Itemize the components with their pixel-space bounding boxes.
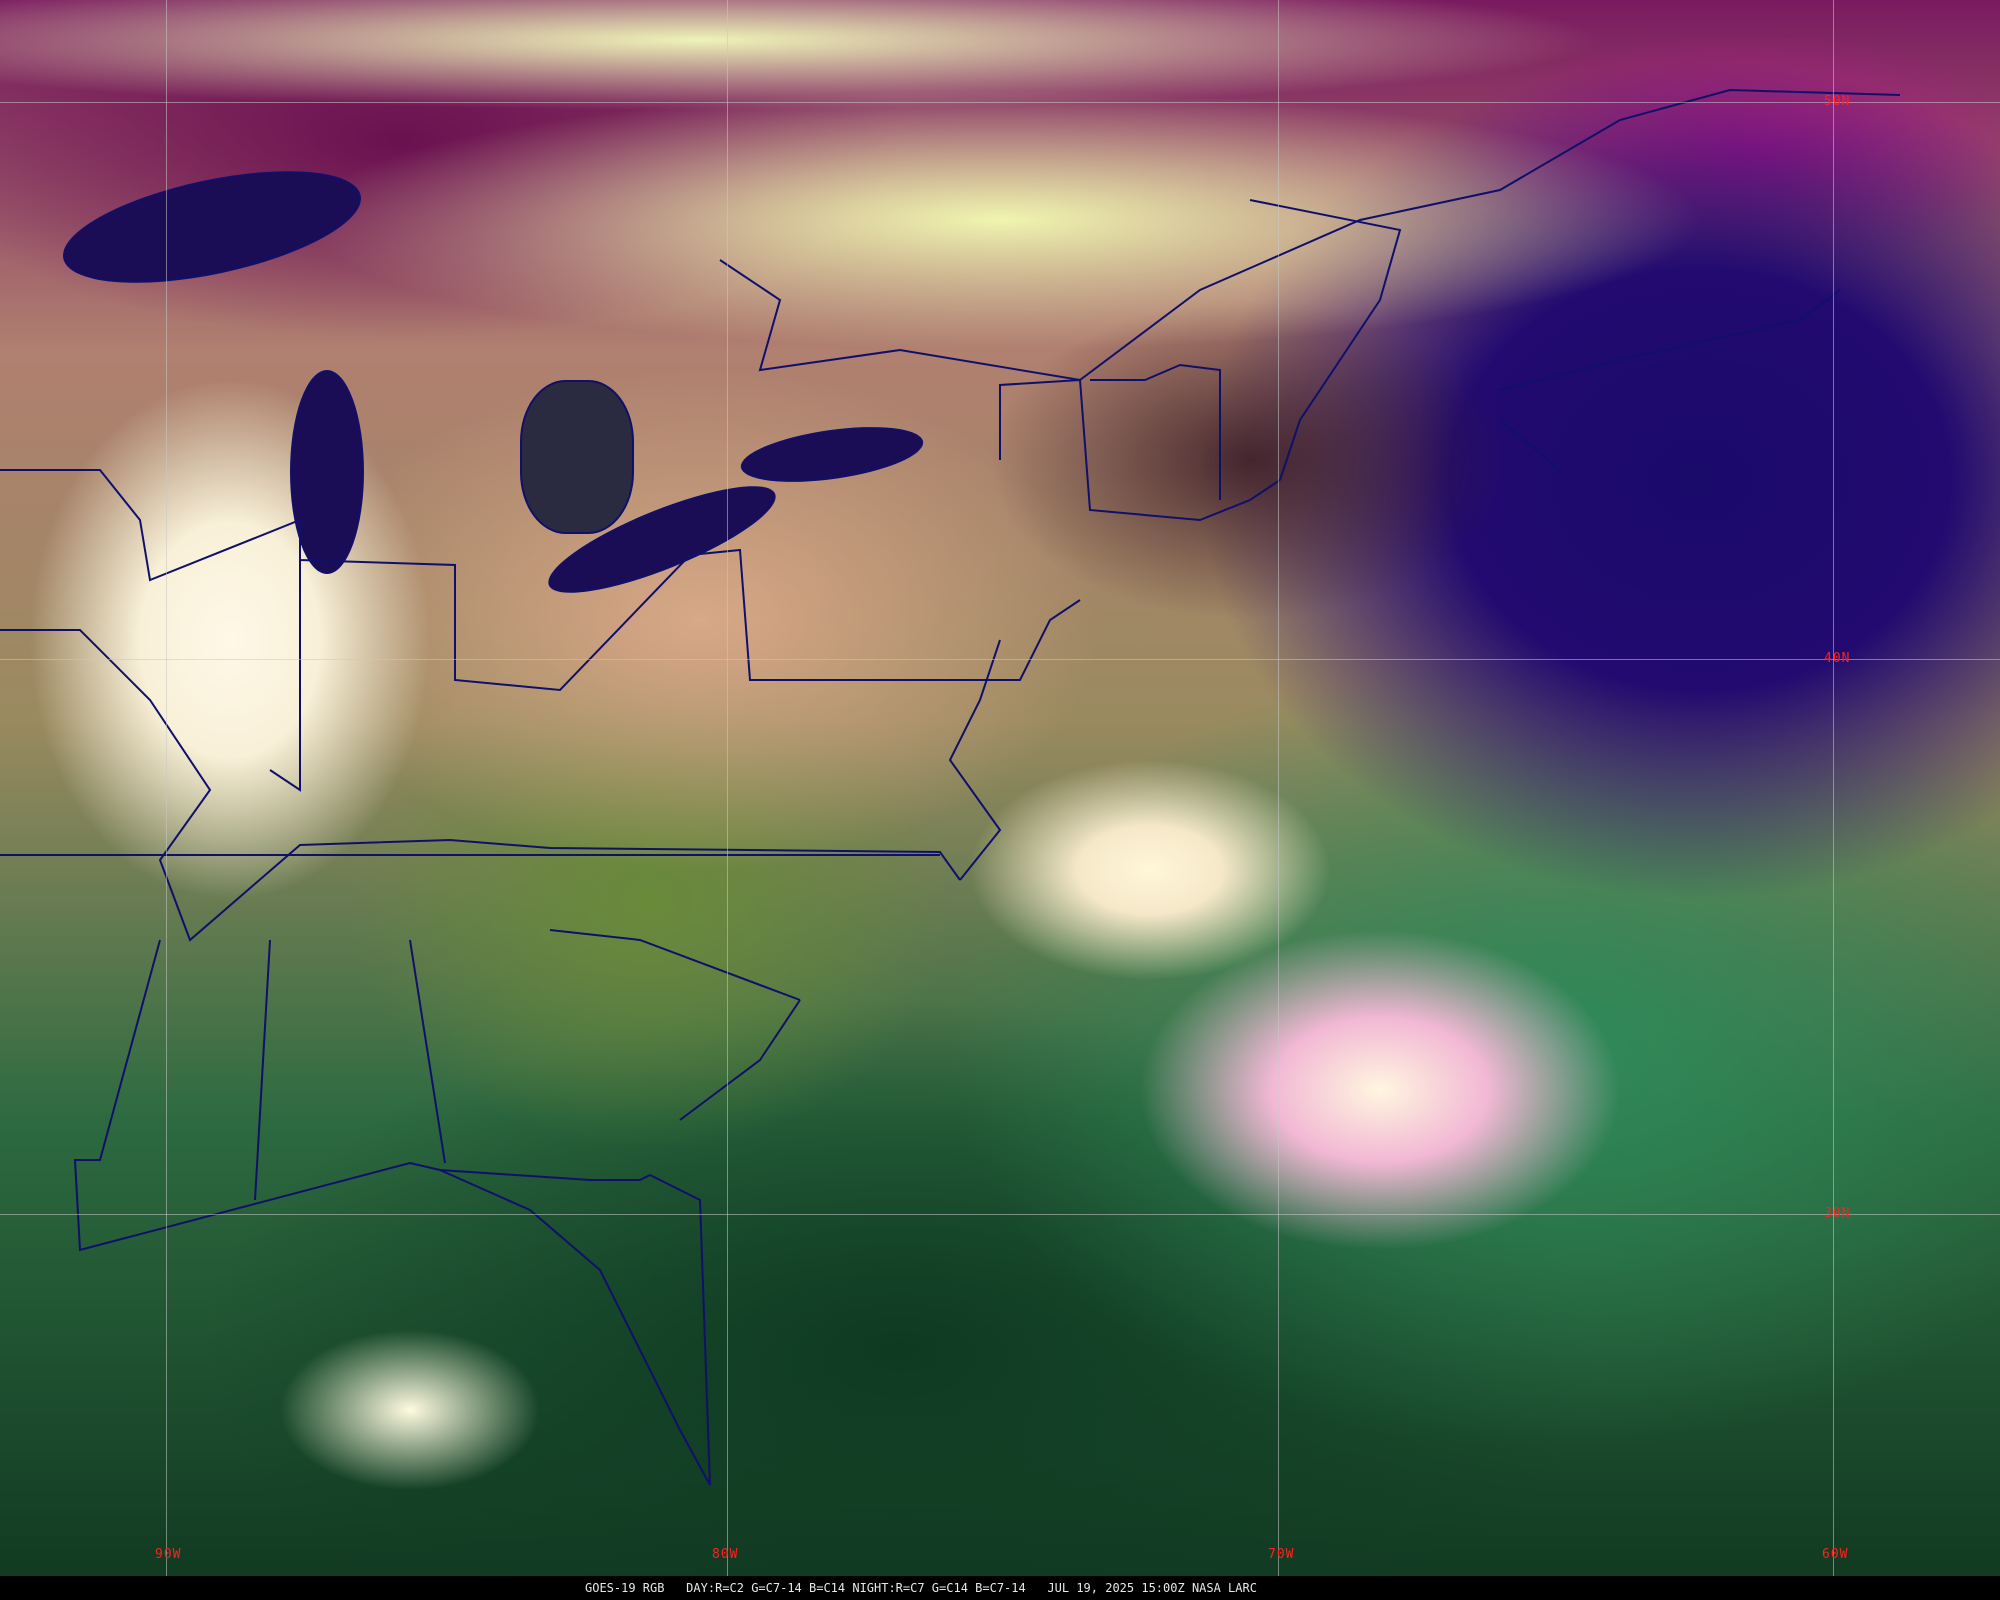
longitude-label: 60W [1822, 1547, 1849, 1562]
longitude-line-80w [727, 0, 728, 1576]
latitude-label: 50N [1824, 94, 1851, 109]
caption-datetime: JUL 19, 2025 15:00Z [1047, 1581, 1185, 1595]
longitude-label: 80W [712, 1547, 739, 1562]
latitude-label: 30N [1824, 1206, 1851, 1221]
latitude-label: 40N [1824, 651, 1851, 666]
latitude-line-40n [0, 659, 2000, 660]
latitude-line-50n [0, 102, 2000, 103]
longitude-label: 70W [1268, 1547, 1295, 1562]
caption-bar: GOES-19 RGB DAY:R=C2 G=C7-14 B=C14 NIGHT… [0, 1576, 2000, 1600]
longitude-line-60w [1833, 0, 1834, 1576]
caption-recipe: DAY:R=C2 G=C7-14 B=C14 NIGHT:R=C7 G=C14 … [686, 1581, 1026, 1595]
lake-michigan [290, 370, 364, 574]
lake-huron [520, 380, 634, 534]
caption-source: NASA LARC [1191, 1581, 1257, 1595]
latitude-line-30n [0, 1214, 2000, 1215]
caption-satellite: GOES-19 RGB [585, 1581, 665, 1595]
longitude-line-90w [166, 0, 167, 1576]
longitude-label: 90W [155, 1547, 182, 1562]
longitude-line-70w [1278, 0, 1279, 1576]
